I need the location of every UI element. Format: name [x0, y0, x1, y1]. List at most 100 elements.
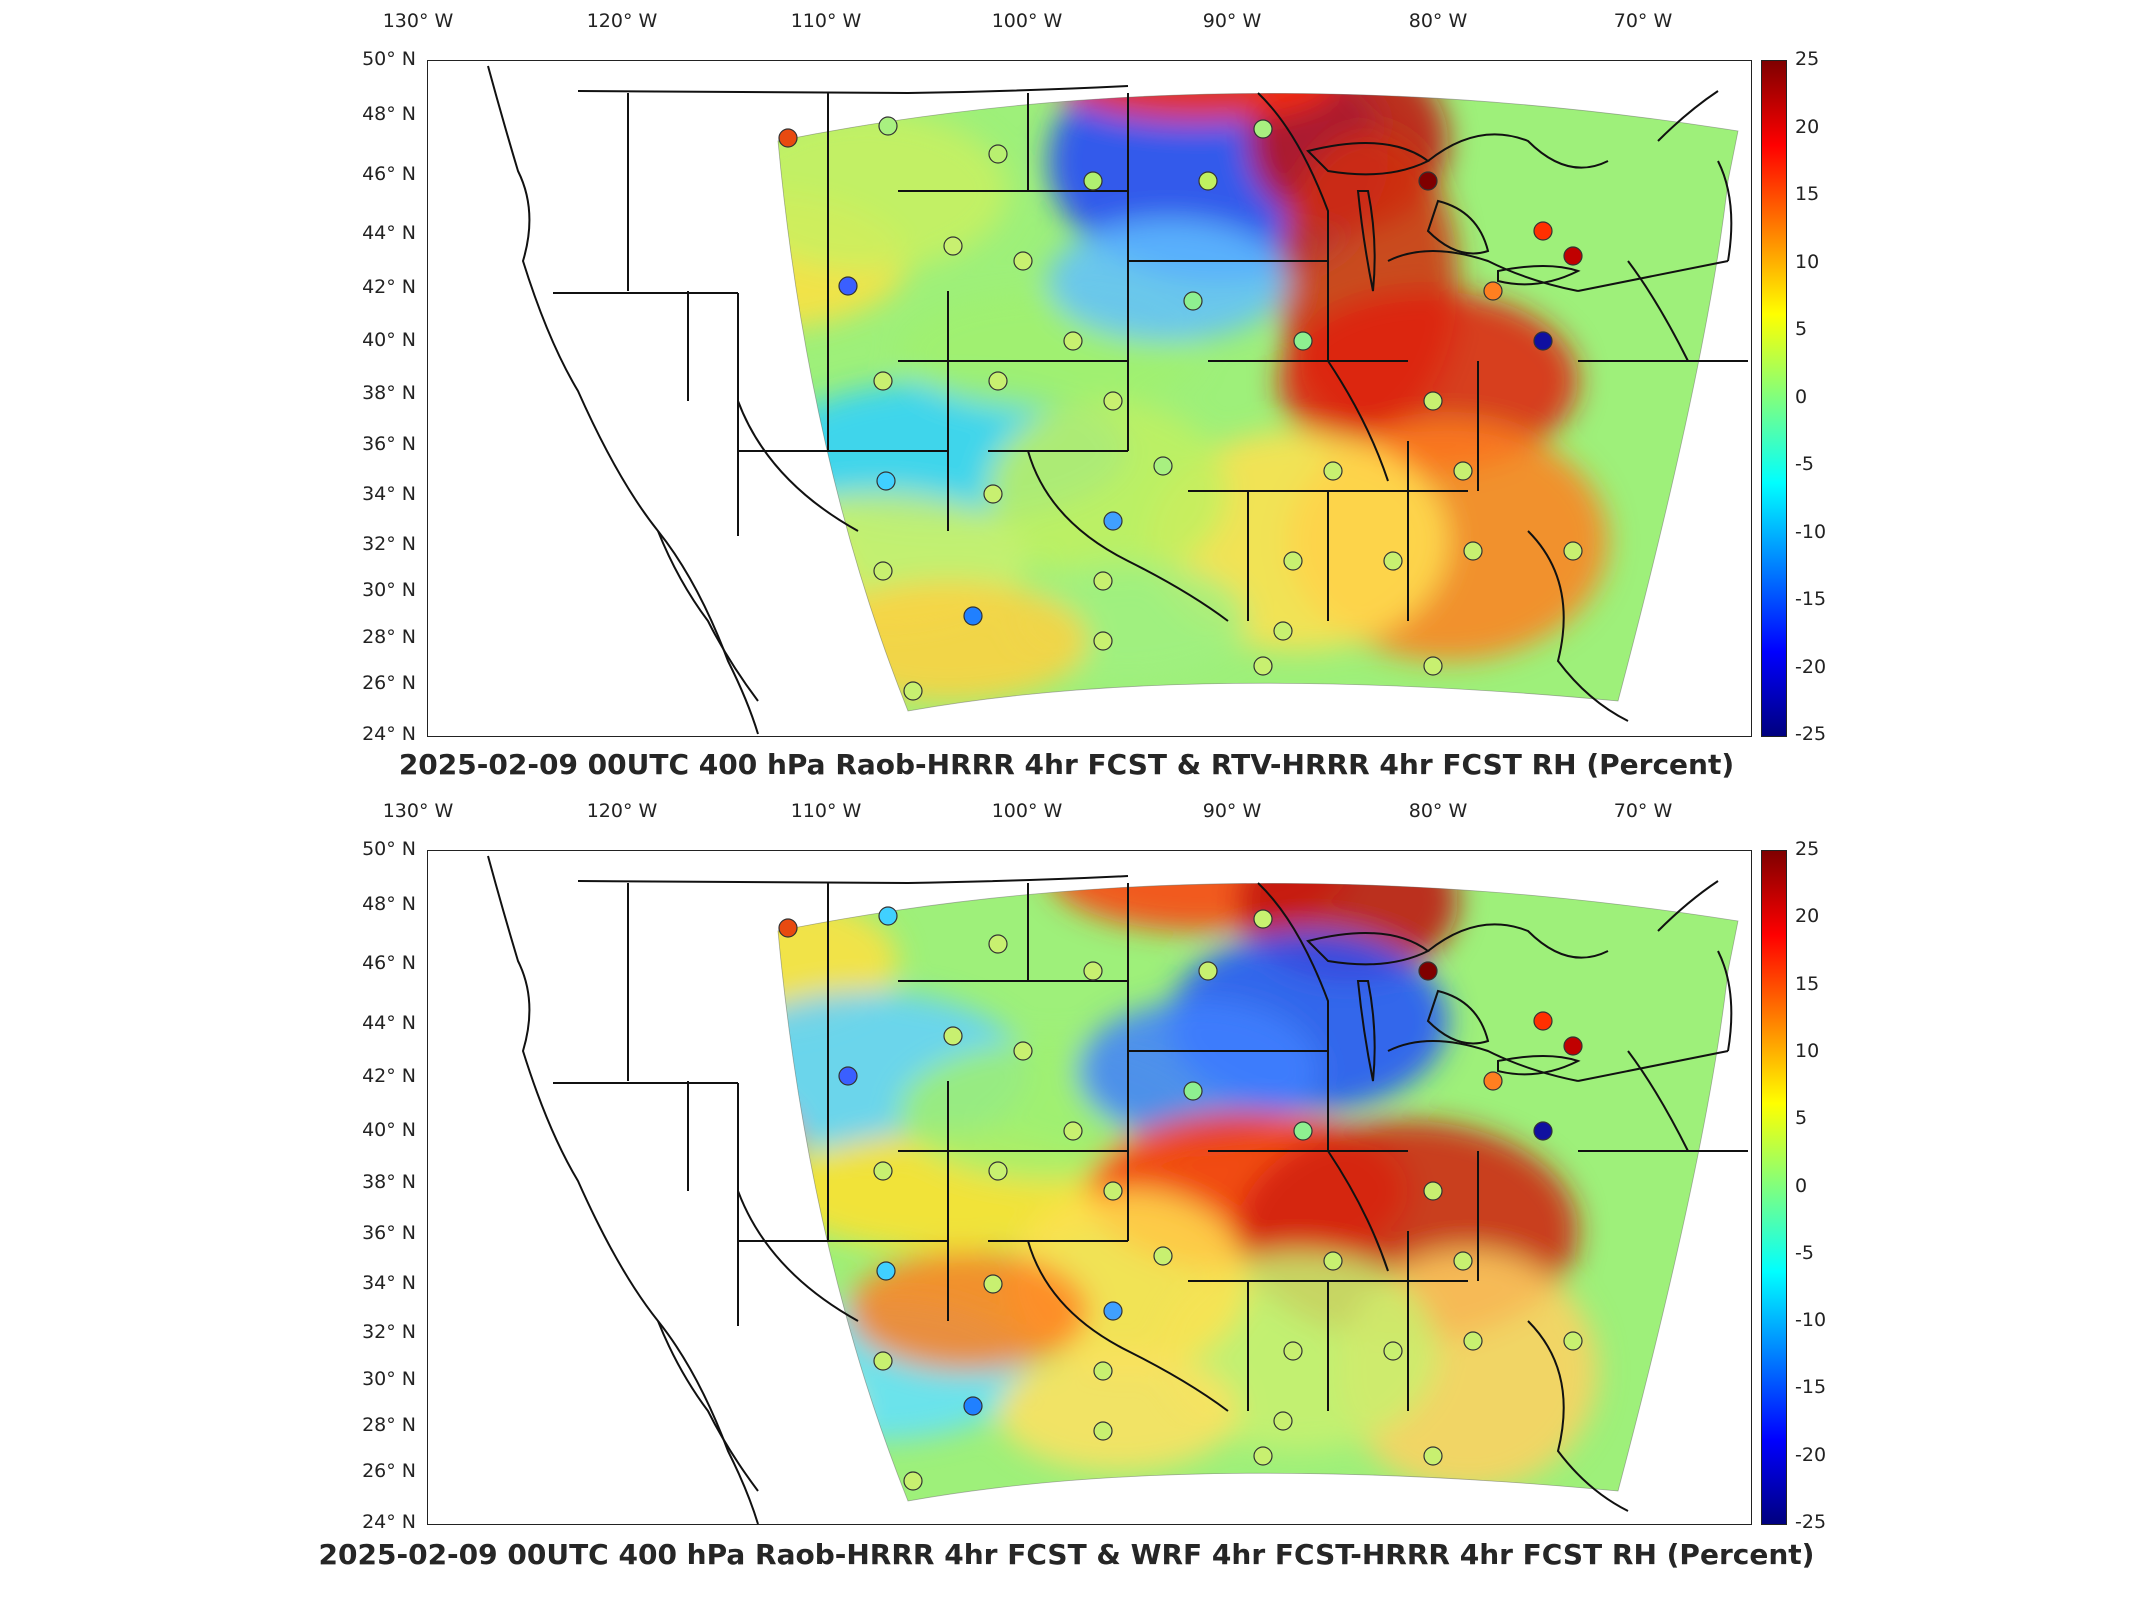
- lat-label: 36° N: [362, 433, 416, 456]
- raob-station-marker: [1323, 461, 1343, 481]
- map-plot-bottom: [427, 850, 1752, 1525]
- lat-label: 24° N: [362, 723, 416, 745]
- raob-station-marker: [1533, 331, 1553, 351]
- colorbar-tick-label: 15: [1795, 183, 1820, 205]
- lat-label: 50° N: [362, 48, 416, 70]
- raob-station-marker: [1423, 1181, 1443, 1201]
- state-boundaries: [487, 855, 1748, 1524]
- colorbar-tick-label: -20: [1795, 655, 1827, 678]
- lon-label: 90° W: [1202, 10, 1262, 32]
- colorbar-tick-label: -25: [1795, 1511, 1827, 1533]
- colorbar-tick-label: 20: [1795, 905, 1820, 928]
- raob-station-marker: [873, 561, 893, 581]
- raob-station-marker: [1453, 461, 1473, 481]
- lat-label: 38° N: [362, 382, 416, 405]
- colorbar-tick-label: 25: [1795, 48, 1820, 70]
- raob-station-marker: [1063, 331, 1083, 351]
- raob-station-marker: [1093, 1361, 1113, 1381]
- raob-station-marker: [1093, 1421, 1113, 1441]
- raob-station-marker: [1013, 251, 1033, 271]
- raob-station-marker: [963, 606, 983, 626]
- raob-station-marker: [1418, 961, 1438, 981]
- raob-station-marker: [1083, 961, 1103, 981]
- raob-station-marker: [1273, 621, 1293, 641]
- lon-label: 80° W: [1408, 800, 1468, 822]
- colorbar-tick-label: -20: [1795, 1443, 1827, 1466]
- lat-label: 28° N: [362, 625, 416, 648]
- raob-station-marker: [1423, 1446, 1443, 1466]
- colorbar-tick-label: -15: [1795, 588, 1827, 610]
- raob-station-marker: [1253, 119, 1273, 139]
- raob-station-marker: [1418, 171, 1438, 191]
- raob-station-marker: [873, 371, 893, 391]
- lat-label: 40° N: [362, 329, 416, 352]
- lat-label: 36° N: [362, 1222, 416, 1245]
- raob-station-marker: [1273, 1411, 1293, 1431]
- colorbar-top: [1761, 60, 1787, 737]
- raob-station-marker: [983, 484, 1003, 504]
- raob-station-marker: [1283, 551, 1303, 571]
- lat-label: 26° N: [362, 1459, 416, 1482]
- rh-difference-field: [778, 883, 1738, 1501]
- lat-label: 44° N: [362, 222, 416, 245]
- raob-station-marker: [876, 471, 896, 491]
- raob-station-marker: [1253, 1446, 1273, 1466]
- raob-station-marker: [1293, 1121, 1313, 1141]
- raob-station-marker: [1293, 331, 1313, 351]
- colorbar-tick-label: 0: [1795, 1174, 1808, 1197]
- lat-label: 42° N: [362, 276, 416, 299]
- raob-station-marker: [1093, 571, 1113, 591]
- raob-station-marker: [903, 681, 923, 701]
- raob-station-marker: [1383, 551, 1403, 571]
- panel-top: 130° W 120° W 110° W 100° W 90° W 80° W 70° W …: [0, 0, 2133, 790]
- raob-station-marker: [1483, 1071, 1503, 1091]
- raob-station-marker: [1423, 656, 1443, 676]
- raob-station-marker: [1533, 221, 1553, 241]
- lat-label: 40° N: [362, 1118, 416, 1141]
- lon-label: 70° W: [1613, 10, 1673, 32]
- state-boundaries: [487, 65, 1748, 735]
- colorbar-tick-label: 10: [1795, 250, 1820, 273]
- lon-label: 70° W: [1613, 800, 1673, 822]
- raob-station-marker: [838, 1066, 858, 1086]
- raob-station-marker: [1103, 511, 1123, 531]
- raob-station-marker: [988, 934, 1008, 954]
- raob-station-marker: [1013, 1041, 1033, 1061]
- raob-station-marker: [943, 1026, 963, 1046]
- raob-station-marker: [1253, 909, 1273, 929]
- raob-station-marker: [1533, 1121, 1553, 1141]
- lat-label: 34° N: [362, 1272, 416, 1295]
- colorbar-tick-label: -5: [1795, 1241, 1814, 1264]
- raob-station-marker: [988, 144, 1008, 164]
- raob-station-marker: [1183, 291, 1203, 311]
- raob-station-marker: [983, 1274, 1003, 1294]
- raob-station-marker: [988, 1161, 1008, 1181]
- raob-station-marker: [778, 128, 798, 148]
- raob-station-marker: [873, 1161, 893, 1181]
- raob-station-marker: [1453, 1251, 1473, 1271]
- lon-label: 130° W: [382, 10, 454, 32]
- raob-station-marker: [838, 276, 858, 296]
- colorbar-tick-label: -15: [1795, 1376, 1827, 1399]
- raob-station-marker: [1153, 456, 1173, 476]
- raob-station-marker: [1323, 1251, 1343, 1271]
- colorbar-tick-label: 25: [1795, 838, 1820, 860]
- lon-label: 120° W: [586, 800, 658, 822]
- raob-station-marker: [1253, 656, 1273, 676]
- lat-label: 42° N: [362, 1065, 416, 1088]
- raob-station-marker: [873, 1351, 893, 1371]
- raob-station-marker: [878, 906, 898, 926]
- raob-station-marker: [943, 236, 963, 256]
- raob-station-marker: [1463, 1331, 1483, 1351]
- lat-label: 44° N: [362, 1011, 416, 1034]
- colorbar-bottom: [1761, 850, 1787, 1525]
- lat-label: 46° N: [362, 952, 416, 975]
- raob-station-marker: [1563, 1331, 1583, 1351]
- lat-label: 32° N: [362, 1321, 416, 1344]
- raob-station-marker: [1183, 1081, 1203, 1101]
- raob-station-marker: [876, 1261, 896, 1281]
- lat-label: 32° N: [362, 532, 416, 555]
- raob-station-marker: [1093, 631, 1113, 651]
- lat-label: 46° N: [362, 162, 416, 185]
